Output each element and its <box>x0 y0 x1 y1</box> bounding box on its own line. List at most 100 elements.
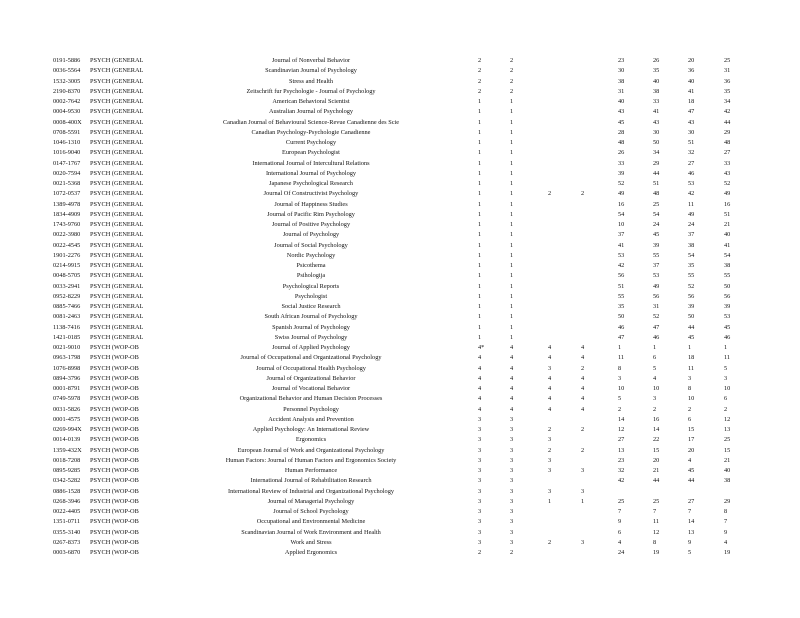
value-1-cell: 50 <box>618 313 625 321</box>
journal-name-cell: European Psychologist <box>282 149 340 157</box>
value-3-cell: 13 <box>688 528 695 536</box>
value-1-cell: 39 <box>618 169 625 177</box>
rank-d-cell: 4 <box>581 395 585 403</box>
category-cell: PSYCH (WOP-OB <box>90 405 139 413</box>
category-cell: PSYCH (GENERAL <box>90 190 144 198</box>
value-4-cell: 4 <box>724 538 728 546</box>
value-2-cell: 6 <box>653 354 657 362</box>
value-1-cell: 2 <box>618 405 622 413</box>
value-2-cell: 30 <box>653 128 660 136</box>
category-cell: PSYCH (GENERAL <box>90 169 144 177</box>
value-4-cell: 10 <box>724 385 731 392</box>
rank-a-cell: 4 <box>478 385 482 392</box>
value-4-cell: 52 <box>724 180 731 187</box>
rank-d-cell: 2 <box>581 364 585 372</box>
value-3-cell: 42 <box>688 190 695 198</box>
rank-a-cell: 4 <box>478 374 482 382</box>
issn-cell: 0020-7594 <box>53 169 81 177</box>
category-cell: PSYCH (GENERAL <box>90 292 144 300</box>
value-1-cell: 6 <box>618 528 622 536</box>
value-4-cell: 40 <box>724 231 731 239</box>
rank-a-cell: 1 <box>478 323 482 331</box>
issn-cell: 0008-400X <box>53 118 82 126</box>
category-cell: PSYCH (WOP-OB <box>90 497 139 505</box>
rank-a-cell: 1 <box>478 251 482 259</box>
value-4-cell: 6 <box>724 395 728 403</box>
value-2-cell: 2 <box>653 405 657 413</box>
rank-a-cell: 1 <box>478 98 482 105</box>
value-3-cell: 44 <box>688 477 695 485</box>
value-1-cell: 25 <box>618 497 625 505</box>
rank-a-cell: 4* <box>478 344 485 351</box>
rank-a-cell: 1 <box>478 313 482 321</box>
issn-cell: 0033-2941 <box>53 282 81 290</box>
table-row: 1532-3005 PSYCH (GENERAL Stress and Health… <box>0 77 800 87</box>
issn-cell: 1016-9040 <box>53 149 81 157</box>
value-3-cell: 9 <box>688 538 692 546</box>
rank-c-cell: 3 <box>548 467 552 474</box>
rank-b-cell: 1 <box>510 221 514 228</box>
rank-a-cell: 3 <box>478 477 482 485</box>
rank-b-cell: 3 <box>510 415 514 423</box>
issn-cell: 0021-9010 <box>53 344 81 351</box>
issn-cell: 0214-9915 <box>53 262 81 269</box>
value-4-cell: 16 <box>724 200 731 208</box>
value-1-cell: 45 <box>618 118 625 126</box>
value-4-cell: 54 <box>724 251 731 259</box>
table-row: 0022-4545 PSYCH (GENERAL Journal of Social… <box>0 241 800 251</box>
table-row: 1834-4909 PSYCH (GENERAL Journal of Pacifi… <box>0 210 800 220</box>
table-row: 0021-5368 PSYCH (GENERAL Japanese Psycholo… <box>0 179 800 189</box>
rank-b-cell: 3 <box>510 508 514 515</box>
journal-name-cell: Journal of School Psychology <box>273 508 349 515</box>
value-1-cell: 1 <box>618 344 622 351</box>
value-1-cell: 14 <box>618 415 625 423</box>
category-cell: PSYCH (WOP-OB <box>90 354 139 362</box>
table-row: 0022-3980 PSYCH (GENERAL Journal of Psycho… <box>0 230 800 240</box>
category-cell: PSYCH (WOP-OB <box>90 446 139 454</box>
value-4-cell: 46 <box>724 333 731 341</box>
journal-name-cell: Journal Of Constructivist Psychology <box>263 190 359 198</box>
issn-cell: 0894-3796 <box>53 374 81 382</box>
value-1-cell: 8 <box>618 364 622 372</box>
issn-cell: 0952-8229 <box>53 292 81 300</box>
value-3-cell: 18 <box>688 354 695 362</box>
value-1-cell: 41 <box>618 241 625 249</box>
value-4-cell: 55 <box>724 272 731 280</box>
rank-b-cell: 1 <box>510 333 514 341</box>
rank-a-cell: 1 <box>478 118 482 126</box>
table-row: 0342-5282 PSYCH (WOP-OB International Jour… <box>0 476 800 486</box>
category-cell: PSYCH (GENERAL <box>90 149 144 157</box>
value-4-cell: 25 <box>724 436 731 444</box>
issn-cell: 0001-8791 <box>53 385 81 392</box>
value-2-cell: 52 <box>653 313 660 321</box>
category-cell: PSYCH (WOP-OB <box>90 364 139 372</box>
value-1-cell: 23 <box>618 456 625 464</box>
rank-a-cell: 4 <box>478 405 482 413</box>
rank-d-cell: 2 <box>581 446 585 454</box>
rank-b-cell: 1 <box>510 159 514 167</box>
rank-c-cell: 3 <box>548 436 552 444</box>
table-row: 1743-9760 PSYCH (GENERAL Journal of Positi… <box>0 220 800 230</box>
journal-name-cell: Psychological Reports <box>282 282 340 290</box>
journal-name-cell: Stress and Health <box>288 77 334 85</box>
journal-name-cell: International Journal of Intercultural R… <box>252 159 370 167</box>
value-2-cell: 16 <box>653 415 660 423</box>
value-1-cell: 51 <box>618 282 625 290</box>
value-4-cell: 21 <box>724 456 731 464</box>
rank-b-cell: 4 <box>510 385 514 392</box>
table-row: 0004-9530 PSYCH (GENERAL Australian Journa… <box>0 107 800 117</box>
value-1-cell: 10 <box>618 385 625 392</box>
category-cell: PSYCH (WOP-OB <box>90 374 139 382</box>
value-2-cell: 3 <box>653 395 657 403</box>
category-cell: PSYCH (GENERAL <box>90 128 144 136</box>
value-3-cell: 11 <box>688 200 695 208</box>
value-2-cell: 22 <box>653 436 660 444</box>
table-row: 0749-5978 PSYCH (WOP-OB Organizational Beh… <box>0 394 800 404</box>
value-2-cell: 35 <box>653 67 660 75</box>
value-1-cell: 16 <box>618 200 625 208</box>
rank-a-cell: 1 <box>478 169 482 177</box>
journal-name-cell: Scandinavian Journal of Work Environment… <box>241 528 381 536</box>
table-row: 0895-9285 PSYCH (WOP-OB Human Performance 3… <box>0 466 800 476</box>
category-cell: PSYCH (GENERAL <box>90 67 144 75</box>
category-cell: PSYCH (GENERAL <box>90 221 144 228</box>
